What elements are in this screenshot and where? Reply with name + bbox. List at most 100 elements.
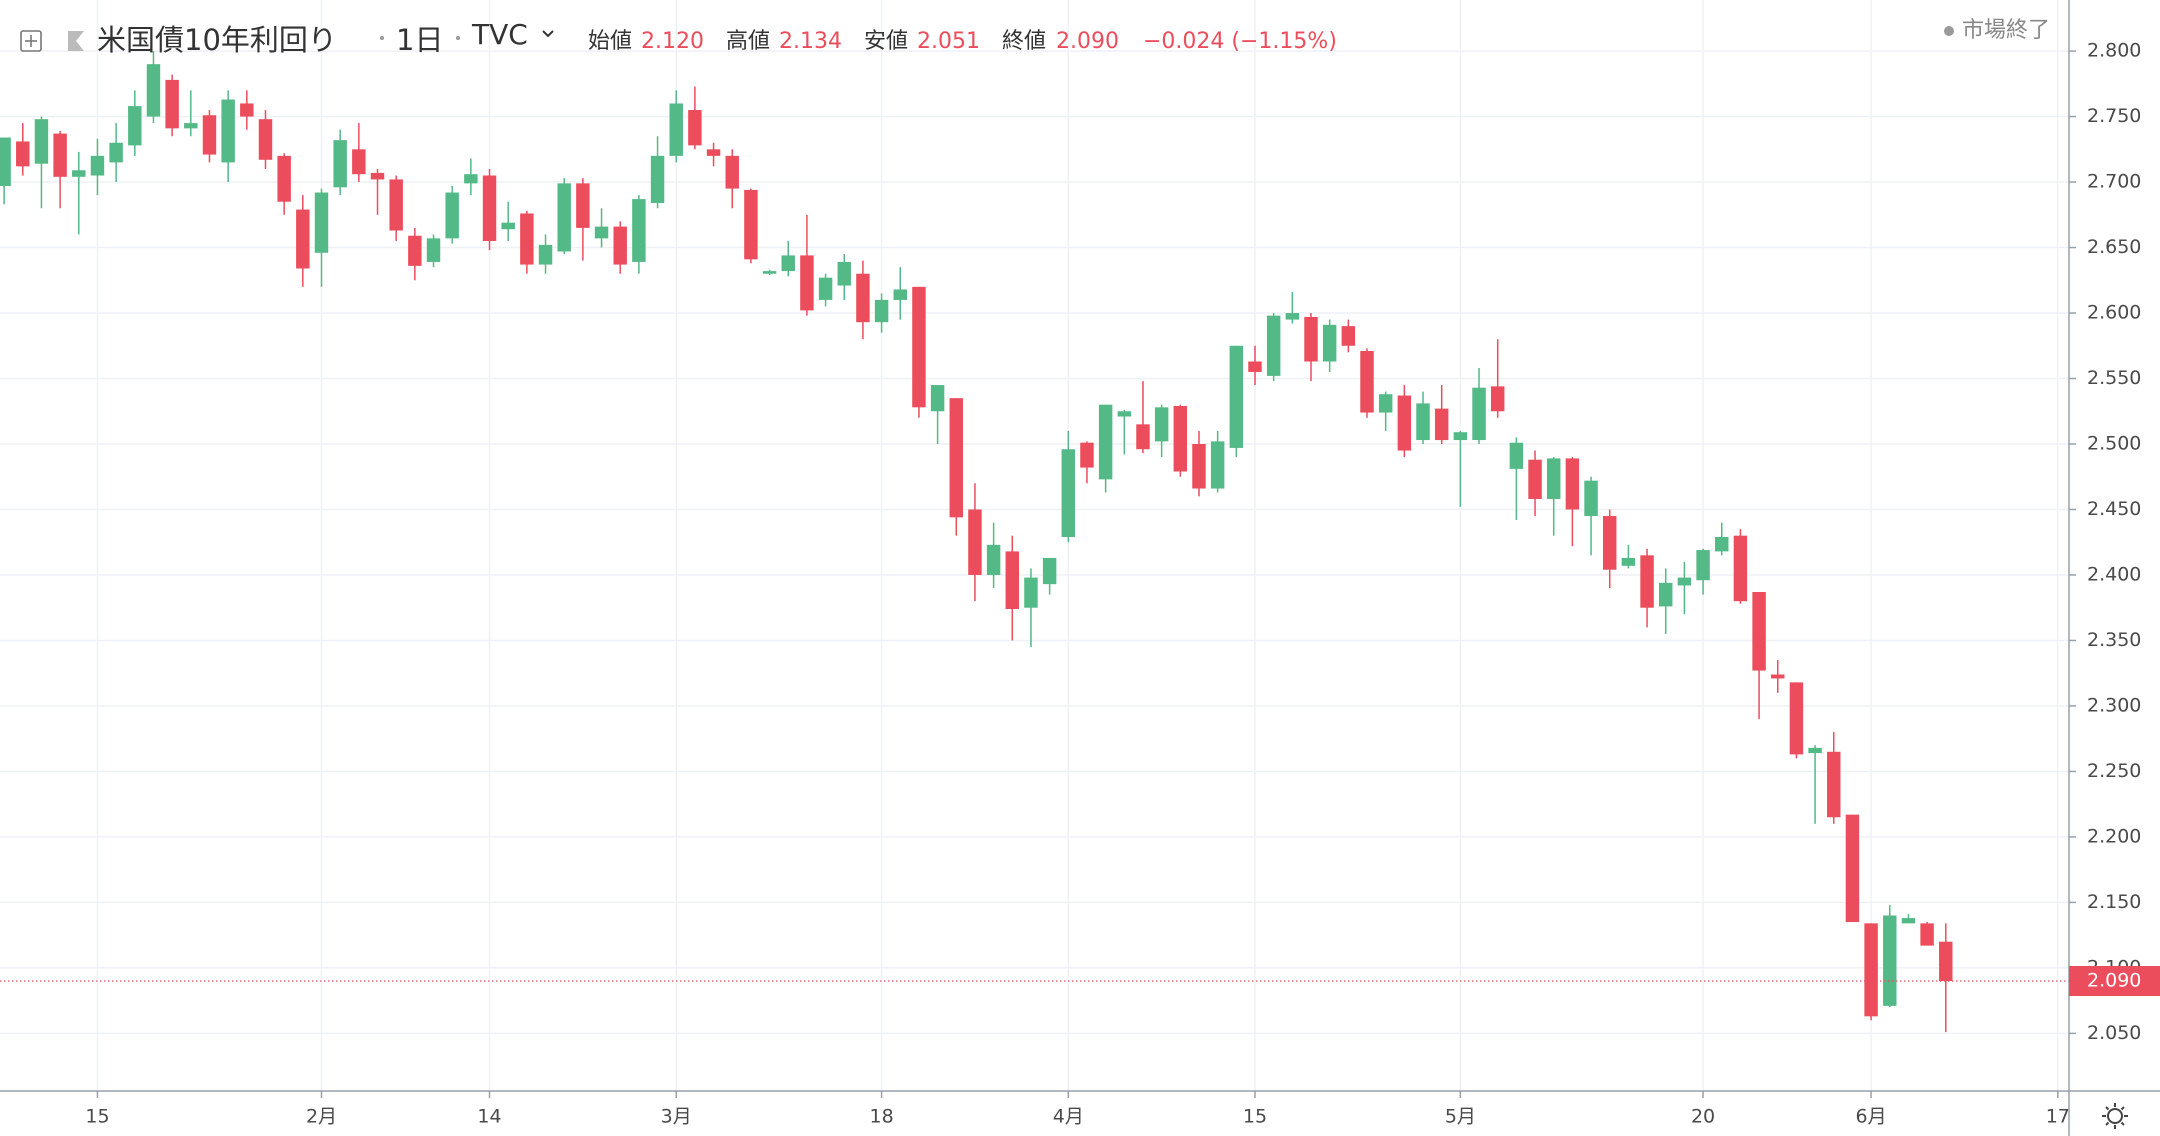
dropdown-icon[interactable] xyxy=(542,30,554,38)
candle-body xyxy=(1789,682,1804,755)
ohlc-value: 2.134 xyxy=(779,29,842,54)
ohlc-legend: 始値 2.120 高値 2.134 安値 2.051 終値 2.090 xyxy=(588,29,1119,54)
candle-body xyxy=(1453,432,1468,441)
candle-body xyxy=(1715,536,1729,552)
candle-body xyxy=(818,277,833,300)
y-tick-label: 2.150 xyxy=(2087,891,2141,913)
candle-body xyxy=(874,299,889,323)
candle-body xyxy=(1472,387,1486,441)
candle-body xyxy=(1864,923,1878,1017)
candle-body xyxy=(706,149,721,156)
candle-body xyxy=(1901,918,1916,924)
candle-body xyxy=(1883,915,1897,1006)
candle-body xyxy=(1659,582,1673,607)
candle-body xyxy=(576,183,590,228)
ohlc-value: 2.051 xyxy=(917,29,980,54)
candle-body xyxy=(725,155,739,189)
candle-body xyxy=(1117,411,1132,417)
candle-body xyxy=(1080,442,1094,468)
change: −0.024 (−1.15%) xyxy=(1143,29,1337,54)
settings-icon[interactable] xyxy=(2102,1103,2128,1129)
candle-body xyxy=(650,155,665,204)
candle-body xyxy=(90,155,105,176)
candle-body xyxy=(1024,577,1038,608)
candle-body xyxy=(1322,324,1337,362)
candle-body xyxy=(1771,674,1785,679)
ohlc-value: 2.090 xyxy=(1056,29,1119,54)
ohlc-label: 始値 xyxy=(588,29,632,54)
x-tick-label: 5月 xyxy=(1445,1106,1476,1128)
candle-body xyxy=(1248,361,1262,372)
x-tick-label: 4月 xyxy=(1053,1106,1084,1128)
candle-body xyxy=(314,192,329,253)
candle-body xyxy=(1696,550,1710,581)
last-price-label: 2.090 xyxy=(2087,969,2141,991)
candle-body xyxy=(1677,577,1692,586)
candle-body xyxy=(1602,516,1617,570)
candle-body xyxy=(165,79,179,129)
add-icon[interactable] xyxy=(20,30,42,52)
candle-body xyxy=(482,175,497,241)
candle-body xyxy=(1509,442,1524,469)
candle-body xyxy=(0,137,11,186)
symbol-title[interactable]: 米国債10年利回り xyxy=(97,23,337,57)
y-tick-label: 2.400 xyxy=(2087,563,2141,585)
candle-body xyxy=(800,255,814,311)
status-dot xyxy=(1944,26,1954,36)
separator xyxy=(380,36,384,40)
candle-body xyxy=(1341,326,1356,346)
candle-body xyxy=(426,238,441,262)
candle-body xyxy=(1061,449,1076,537)
settings-icon[interactable] xyxy=(2107,1108,2123,1124)
candle-body xyxy=(912,286,926,408)
ohlc-label: 高値 xyxy=(726,29,770,54)
y-tick-label: 2.600 xyxy=(2087,302,2141,324)
candle-body xyxy=(1827,751,1841,818)
candle-body xyxy=(669,103,683,156)
ohlc-label: 安値 xyxy=(864,29,908,54)
candle-body xyxy=(968,509,982,575)
candle-body xyxy=(370,172,385,180)
y-tick-label: 2.500 xyxy=(2087,432,2141,454)
x-tick-label: 20 xyxy=(1691,1106,1715,1128)
settings-icon xyxy=(2102,1103,2128,1129)
y-tick-label: 2.700 xyxy=(2087,171,2141,193)
candle-body xyxy=(1360,351,1374,413)
y-tick-label: 2.550 xyxy=(2087,367,2141,389)
candle-body xyxy=(221,99,235,163)
y-tick-label: 2.250 xyxy=(2087,760,2141,782)
flag-icon xyxy=(68,31,84,51)
market-status: 市場終了 xyxy=(1962,18,2050,43)
candle-body xyxy=(352,149,366,175)
candle-body xyxy=(408,235,422,266)
candle-body xyxy=(445,192,459,239)
candle-body xyxy=(1098,404,1113,480)
candle-body xyxy=(72,170,86,177)
candle-body xyxy=(1490,386,1505,412)
candle-body xyxy=(1136,424,1150,450)
y-tick-label: 2.800 xyxy=(2087,40,2141,62)
candle-body xyxy=(1210,441,1225,489)
candle-body xyxy=(1565,458,1580,510)
candle-body xyxy=(930,385,945,412)
y-tick-label: 2.450 xyxy=(2087,498,2141,520)
ohlc-label: 終値 xyxy=(1002,29,1046,54)
candle-body xyxy=(781,255,795,272)
candle-body xyxy=(1005,551,1020,610)
candle-body xyxy=(762,271,777,274)
y-tick-label: 2.300 xyxy=(2087,694,2141,716)
source[interactable]: TVC xyxy=(471,18,528,51)
candle-body xyxy=(389,179,403,231)
candle-body xyxy=(240,103,254,117)
last-price-box xyxy=(2069,965,2160,996)
candle-body xyxy=(258,119,273,160)
interval[interactable]: 1日 xyxy=(396,23,443,57)
x-tick-label: 17 xyxy=(2046,1106,2070,1128)
candle-body xyxy=(949,398,963,518)
candle-body xyxy=(1173,406,1188,472)
candle-body xyxy=(184,123,198,129)
candle-body xyxy=(1546,458,1561,500)
candle-body xyxy=(837,261,851,286)
candle-body xyxy=(744,189,758,260)
